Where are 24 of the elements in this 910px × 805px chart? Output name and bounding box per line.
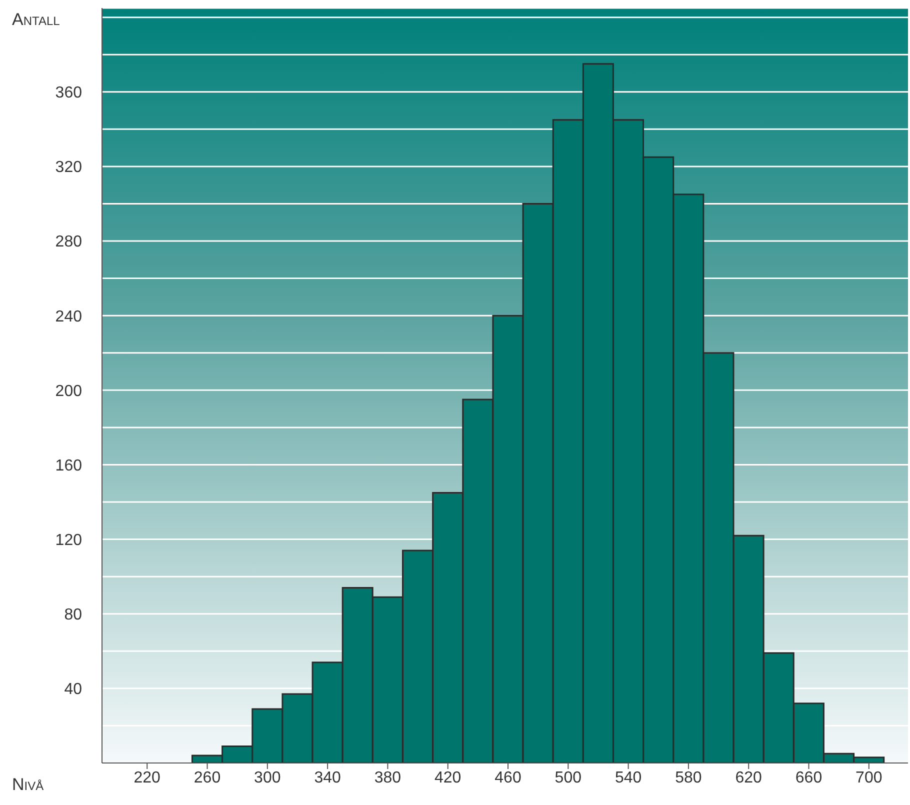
y-axis-title: Antall: [12, 10, 60, 30]
x-tick-label: 380: [374, 769, 402, 786]
x-tick-label: 340: [314, 769, 342, 786]
x-tick-label: 620: [735, 769, 762, 786]
y-tick-label: 240: [55, 308, 82, 326]
y-tick-label: 280: [55, 234, 82, 251]
x-tick-label: 580: [675, 769, 702, 786]
x-tick-label: 540: [614, 769, 642, 786]
x-tick-label: 220: [134, 769, 161, 786]
y-tick-label: 200: [55, 382, 82, 400]
x-tick-label: 300: [254, 769, 281, 786]
y-tick-label: 360: [55, 84, 82, 102]
y-tick-label: 80: [64, 606, 82, 624]
x-tick-label: 500: [554, 769, 582, 786]
x-tick-label: 660: [795, 769, 822, 786]
x-tick-label: 420: [434, 769, 462, 786]
x-tick-label: 260: [194, 769, 221, 786]
y-tick-label: 120: [55, 532, 82, 549]
y-tick-label: 320: [55, 159, 82, 176]
x-axis-title: Nivå: [12, 775, 44, 795]
x-tick-label: 460: [494, 769, 522, 786]
x-tick-label: 700: [856, 769, 882, 786]
y-tick-label: 40: [64, 681, 82, 698]
y-tick-label: 160: [55, 457, 82, 474]
